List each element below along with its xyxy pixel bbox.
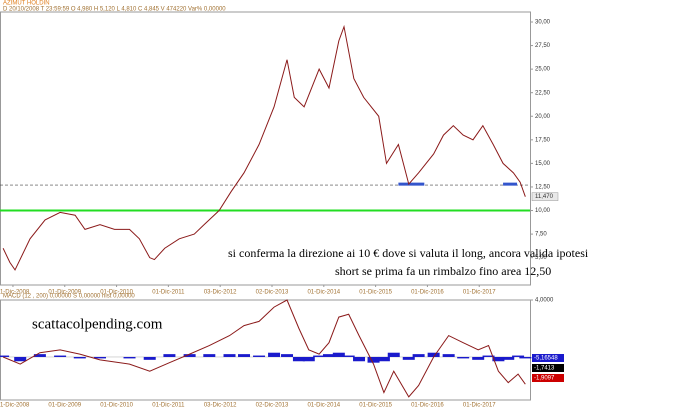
y-tick-label: 7,50	[535, 232, 547, 238]
y-tick-label: 20,00	[535, 114, 551, 120]
x-tick-label: 01-Dic-2015	[359, 290, 392, 296]
hist-bar	[281, 354, 294, 357]
hist-bar	[492, 356, 505, 362]
value-box	[532, 354, 564, 362]
value-box-label: -5,16548	[534, 356, 558, 362]
x-tick-label: 01-Dic-2016	[411, 403, 444, 409]
hist-bar	[387, 352, 400, 357]
x-tick-label: 01-Dic-2014	[307, 290, 340, 296]
y-tick-label: 30,00	[535, 20, 551, 26]
hist-bar	[33, 354, 46, 357]
hist-bar	[268, 352, 281, 357]
hist-bar	[472, 356, 485, 360]
macd-line	[2, 299, 526, 398]
hist-bar	[302, 356, 315, 362]
hist-bar	[457, 356, 470, 359]
hist-bar	[512, 355, 525, 357]
hist-bar	[292, 356, 305, 362]
price-panel	[0, 11, 531, 286]
annotation: short se prima fa un rimbalzo fino area …	[335, 264, 551, 278]
price-line	[2, 24, 526, 271]
macd-panel	[0, 299, 531, 401]
x-tick-label: 01-Dic-2017	[463, 403, 496, 409]
hist-bar	[14, 356, 27, 362]
hist-bar	[0, 355, 10, 357]
x-tick-label: 02-Dic-2013	[256, 403, 289, 409]
hist-bar	[123, 356, 136, 359]
x-tick-label: 01-Dic-2015	[359, 403, 392, 409]
y-tick-label: 25,00	[535, 67, 551, 73]
y-tick-label: 27,50	[535, 43, 551, 49]
x-tick-label: 01-Dic-2016	[411, 290, 444, 296]
macd-title: MACD (12 , 200) 0,00000 S 0,00000 hist 0…	[3, 294, 135, 300]
last-price-label: 11,470	[535, 194, 554, 200]
hist-bar	[427, 352, 440, 357]
watermark: scattacolpending.com	[32, 316, 163, 332]
hist-bar	[183, 354, 196, 357]
symbol: AZIMUT HOLDIN	[3, 1, 50, 7]
x-tick-label: 01-Dic-2017	[463, 290, 496, 296]
hist-bar	[143, 356, 156, 360]
hist-bar	[402, 356, 415, 360]
hist-bar	[54, 355, 67, 357]
x-tick-label: 01-Dic-2008	[0, 403, 30, 409]
hist-bar	[163, 354, 176, 357]
value-box-label: -1,9097	[534, 376, 555, 382]
hist-bar	[73, 356, 86, 359]
x-tick-label: 01-Dic-2010	[100, 403, 133, 409]
last-price-box	[531, 192, 559, 201]
hist-bar	[412, 354, 425, 357]
x-tick-label: 01-Dic-2009	[48, 403, 81, 409]
value-box	[532, 364, 564, 372]
y-tick-label: 12,50	[535, 185, 551, 191]
x-tick-label: 01-Dic-2011	[152, 403, 185, 409]
hist-bar	[203, 354, 216, 357]
x-tick-label: 03-Dic-2012	[204, 403, 237, 409]
hist-bar	[253, 355, 266, 357]
value-box-label: -1,7413	[534, 366, 555, 372]
y-tick-label: 17,50	[535, 137, 551, 143]
hist-bar	[313, 355, 326, 357]
y-tick-label: 5,00	[535, 255, 547, 261]
x-tick-label: 01-Dic-2011	[152, 290, 185, 296]
hist-bar	[482, 355, 495, 357]
hist-bar	[342, 355, 355, 357]
hist-bar	[502, 356, 515, 360]
y-tick-label: 22,50	[535, 90, 551, 96]
x-tick-label: 01-Dic-2008	[0, 290, 30, 296]
hist-bar	[442, 354, 455, 357]
y-tick-label: 10,00	[535, 208, 551, 214]
hist-bar	[519, 356, 532, 359]
hist-bar	[377, 356, 390, 362]
hist-bar	[223, 354, 236, 357]
x-tick-label: 01-Dic-2010	[100, 290, 133, 296]
hist-bar	[353, 356, 366, 362]
y-tick-label: 4,0000	[535, 298, 554, 304]
hist-bar	[93, 356, 106, 359]
hist-bar	[238, 354, 251, 357]
x-tick-label: 01-Dic-2009	[48, 290, 81, 296]
annotation: si conferma la direzione ai 10 € dove si…	[228, 246, 589, 260]
x-tick-label: 03-Dic-2012	[204, 290, 237, 296]
x-tick-label: 01-Dic-2014	[307, 403, 340, 409]
y-tick-label: 15,00	[535, 161, 551, 167]
ohlc-info: D 20/10/2008 T 23:59:59 O 4,980 H 5,120 …	[3, 7, 226, 13]
hist-bar	[332, 352, 345, 357]
x-tick-label: 02-Dic-2013	[256, 290, 289, 296]
hist-bar	[322, 354, 335, 357]
hist-bar	[367, 356, 380, 363]
value-box	[532, 374, 564, 382]
